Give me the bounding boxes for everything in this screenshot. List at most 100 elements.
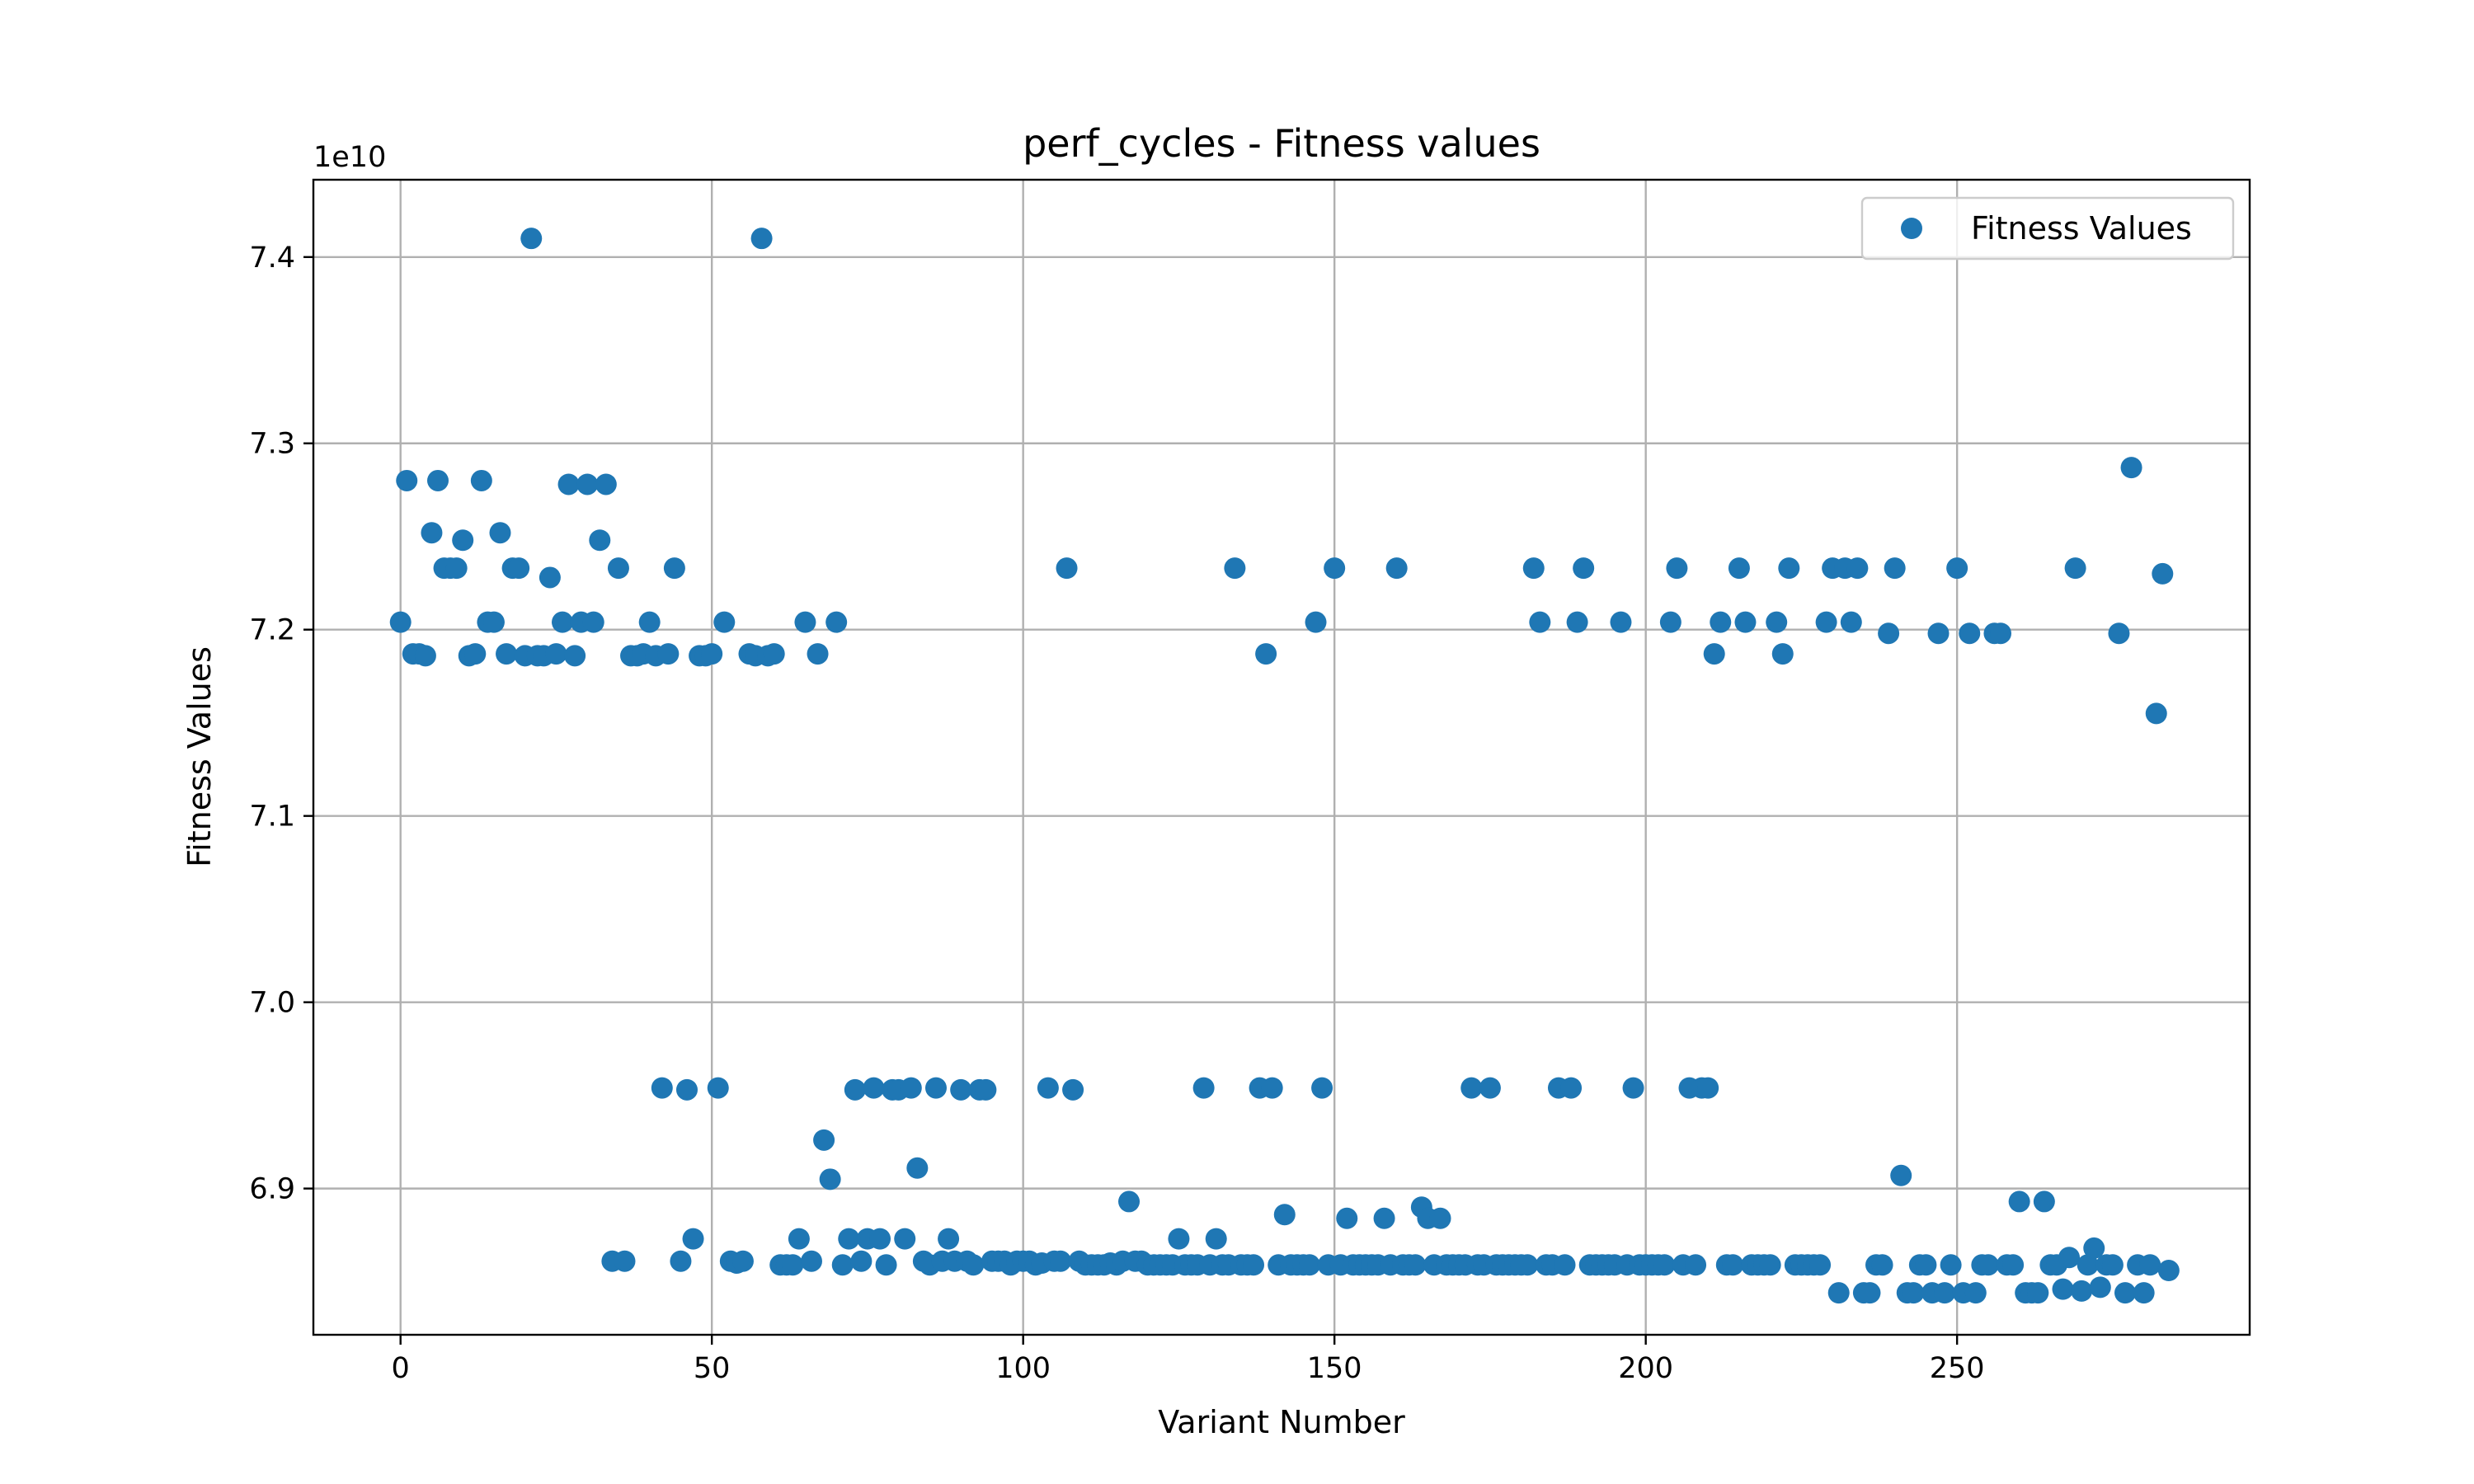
data-point bbox=[1734, 611, 1757, 633]
data-point bbox=[638, 611, 661, 633]
data-point bbox=[763, 643, 785, 665]
y-axis-offset-label: 1e10 bbox=[313, 141, 386, 174]
data-point bbox=[1815, 611, 1837, 633]
x-tick-label: 150 bbox=[1307, 1352, 1362, 1385]
data-point bbox=[2108, 622, 2130, 645]
data-point bbox=[701, 643, 723, 665]
legend-box bbox=[1860, 196, 2235, 261]
data-point bbox=[875, 1254, 897, 1276]
data-point bbox=[1946, 557, 1968, 580]
data-point bbox=[1554, 1254, 1576, 1276]
data-point bbox=[731, 1250, 754, 1272]
data-point bbox=[1560, 1077, 1583, 1099]
data-point bbox=[2152, 562, 2174, 585]
data-point bbox=[1771, 643, 1794, 665]
data-point bbox=[1685, 1254, 1707, 1276]
data-point bbox=[607, 557, 629, 580]
data-point bbox=[482, 611, 505, 633]
data-point bbox=[1697, 1077, 1719, 1099]
data-point bbox=[421, 522, 443, 544]
data-point bbox=[1722, 1254, 1744, 1276]
data-point bbox=[900, 1077, 922, 1099]
data-point bbox=[520, 228, 543, 250]
data-point bbox=[1859, 1282, 1881, 1304]
data-point bbox=[564, 645, 586, 667]
data-point bbox=[1878, 622, 1900, 645]
data-point bbox=[869, 1228, 891, 1250]
data-point bbox=[1529, 611, 1551, 633]
y-tick-label: 6.9 bbox=[249, 1173, 295, 1206]
data-point bbox=[2157, 1260, 2180, 1282]
data-point bbox=[2064, 557, 2086, 580]
data-point bbox=[2071, 1280, 2093, 1302]
data-point bbox=[1255, 643, 1277, 665]
data-point bbox=[1460, 1077, 1483, 1099]
grid-lines bbox=[313, 180, 2250, 1335]
data-point bbox=[682, 1228, 704, 1250]
y-tick-label: 7.0 bbox=[249, 987, 295, 1020]
data-point bbox=[1915, 1254, 1937, 1276]
y-tick-label: 7.3 bbox=[249, 428, 295, 461]
data-point bbox=[1118, 1190, 1141, 1213]
data-point bbox=[707, 1077, 729, 1099]
data-point bbox=[863, 1077, 885, 1099]
data-point bbox=[1522, 557, 1545, 580]
data-point bbox=[1224, 557, 1246, 580]
y-axis-label: Fitness Values bbox=[181, 646, 218, 867]
legend-label: Fitness Values bbox=[1971, 210, 2192, 247]
x-axis-ticks: 0 50 100 150 200 250 bbox=[392, 1335, 1985, 1385]
data-point bbox=[1404, 1254, 1427, 1276]
data-point bbox=[2033, 1190, 2055, 1213]
data-point bbox=[589, 529, 611, 552]
data-point bbox=[2008, 1190, 2030, 1213]
plot-frame bbox=[312, 178, 2251, 1336]
data-point bbox=[750, 228, 773, 250]
data-point bbox=[489, 522, 511, 544]
data-point bbox=[389, 611, 412, 633]
data-point bbox=[1927, 622, 1950, 645]
data-point bbox=[2114, 1282, 2137, 1304]
data-point bbox=[825, 611, 848, 633]
data-point bbox=[2002, 1254, 2025, 1276]
data-point bbox=[452, 529, 474, 552]
legend: Fitness Values bbox=[1860, 196, 2235, 261]
data-point bbox=[1903, 1282, 1925, 1304]
data-point bbox=[924, 1077, 947, 1099]
data-point bbox=[2089, 1276, 2111, 1298]
data-point bbox=[1311, 1077, 1333, 1099]
data-point bbox=[2083, 1237, 2105, 1259]
data-point bbox=[1056, 557, 1078, 580]
data-point bbox=[1890, 1164, 1912, 1186]
data-point bbox=[539, 566, 561, 589]
data-points bbox=[389, 228, 2180, 1304]
data-point bbox=[1273, 1204, 1296, 1226]
data-point bbox=[1192, 1077, 1215, 1099]
data-point bbox=[1373, 1207, 1395, 1229]
data-point bbox=[2027, 1282, 2049, 1304]
data-point bbox=[551, 611, 573, 633]
data-point bbox=[670, 1250, 692, 1272]
data-point bbox=[1964, 1282, 1987, 1304]
data-point bbox=[1305, 611, 1327, 633]
legend-marker bbox=[1901, 218, 1922, 239]
data-point bbox=[1977, 1254, 1999, 1276]
data-point bbox=[663, 557, 685, 580]
data-point bbox=[1324, 557, 1346, 580]
data-point bbox=[445, 557, 468, 580]
data-point bbox=[938, 1228, 960, 1250]
data-point bbox=[1884, 557, 1906, 580]
x-tick-label: 250 bbox=[1930, 1352, 1985, 1385]
data-point bbox=[1840, 611, 1862, 633]
data-point bbox=[470, 469, 492, 491]
data-point bbox=[1479, 1077, 1501, 1099]
data-point bbox=[1846, 557, 1869, 580]
data-point bbox=[1385, 557, 1408, 580]
data-point bbox=[508, 557, 530, 580]
x-tick-label: 0 bbox=[392, 1352, 410, 1385]
data-point bbox=[2139, 1254, 2161, 1276]
data-point bbox=[1205, 1228, 1227, 1250]
data-point bbox=[950, 1078, 972, 1101]
data-point bbox=[426, 469, 449, 491]
data-point bbox=[1990, 622, 2012, 645]
data-point bbox=[545, 643, 567, 665]
